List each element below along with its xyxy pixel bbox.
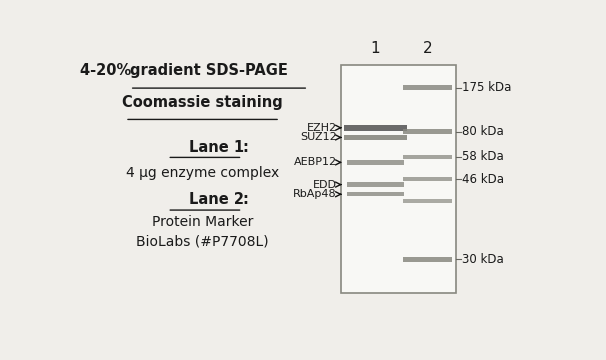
Text: :: : — [242, 140, 248, 155]
Text: Lane 2: Lane 2 — [189, 192, 244, 207]
Bar — [347, 160, 404, 165]
Bar — [403, 85, 451, 90]
Text: Protein Marker: Protein Marker — [152, 215, 253, 229]
Text: Lane 1: Lane 1 — [189, 140, 244, 155]
Bar — [403, 155, 451, 159]
Text: EZH2: EZH2 — [307, 123, 337, 133]
Text: EDD: EDD — [313, 180, 337, 190]
Text: 1: 1 — [371, 41, 381, 56]
Bar — [344, 135, 407, 140]
Text: 46 kDa: 46 kDa — [462, 172, 504, 185]
Text: 4 μg enzyme complex: 4 μg enzyme complex — [126, 166, 279, 180]
Bar — [403, 199, 451, 203]
Bar — [344, 125, 407, 131]
Text: RbAp48: RbAp48 — [293, 189, 337, 199]
Text: Coomassie staining: Coomassie staining — [122, 95, 283, 110]
Bar — [403, 129, 451, 134]
Text: :: : — [242, 192, 248, 207]
Bar — [347, 192, 404, 197]
Text: 80 kDa: 80 kDa — [462, 125, 504, 138]
Text: AEBP12: AEBP12 — [294, 157, 337, 167]
Text: BioLabs (#P7708L): BioLabs (#P7708L) — [136, 234, 269, 248]
Text: 30 kDa: 30 kDa — [462, 253, 504, 266]
Bar — [403, 177, 451, 181]
Text: SUZ12: SUZ12 — [300, 132, 337, 143]
Bar — [341, 66, 456, 293]
Text: 2: 2 — [422, 41, 432, 56]
Bar — [403, 257, 451, 262]
Text: 175 kDa: 175 kDa — [462, 81, 511, 94]
Bar — [347, 183, 404, 187]
Text: 4-20%: 4-20% — [81, 63, 137, 78]
Text: 58 kDa: 58 kDa — [462, 150, 504, 163]
Text: gradient SDS-PAGE: gradient SDS-PAGE — [130, 63, 288, 78]
